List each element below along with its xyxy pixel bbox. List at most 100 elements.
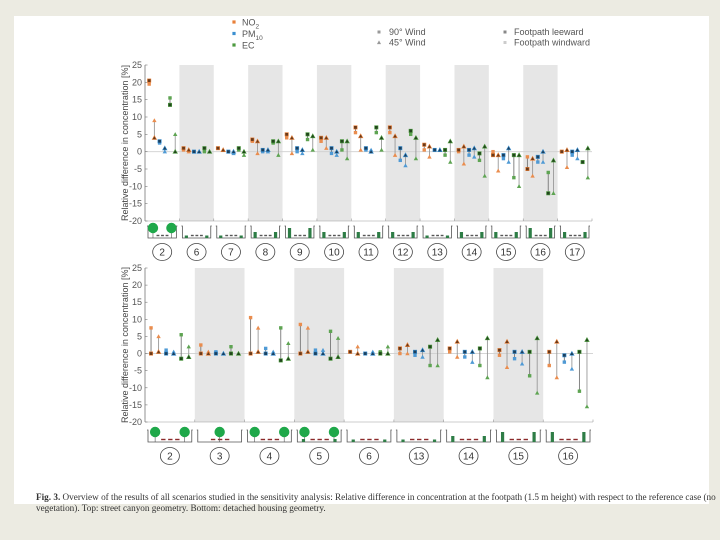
windward-triangle-marker: [156, 334, 161, 339]
leeward-triangle-marker: [323, 134, 330, 140]
scenario-circle: [209, 447, 230, 465]
leeward-triangle-marker: [310, 133, 316, 139]
hedge-icon: [377, 232, 381, 238]
windward-triangle-marker: [427, 154, 432, 159]
canyon-outline: [318, 225, 350, 239]
windward-square-marker: [501, 156, 506, 161]
windward-square-marker: [491, 149, 495, 154]
windward-square-marker: [443, 153, 447, 157]
leeward-triangle-marker: [504, 338, 510, 344]
leeward-square-marker: [580, 160, 585, 165]
leeward-square-marker: [164, 351, 169, 356]
windward-triangle-marker: [320, 347, 326, 352]
caption-text: Overview of the results of all scenarios…: [36, 492, 716, 513]
windward-square-marker: [527, 374, 532, 378]
leeward-triangle-marker: [265, 147, 271, 152]
tree-icon: [279, 426, 290, 438]
leeward-triangle-marker: [505, 145, 512, 151]
leeward-square-marker: [559, 149, 564, 154]
windward-square-marker: [497, 353, 502, 357]
leeward-triangle-marker: [206, 148, 213, 154]
legend-wind-label: 45° Wind: [389, 38, 426, 48]
scenario-label: 4: [267, 452, 273, 463]
windward-square-marker: [149, 326, 153, 330]
leeward-triangle-marker: [540, 148, 546, 154]
windward-triangle-marker: [379, 147, 384, 152]
tree-icon: [299, 426, 310, 438]
windward-square-marker: [279, 326, 283, 330]
windward-triangle-marker: [305, 325, 311, 330]
windward-triangle-marker: [392, 152, 398, 157]
leeward-square-marker: [213, 351, 218, 356]
windward-square-marker: [577, 389, 582, 393]
leeward-triangle-marker: [357, 133, 364, 139]
leeward-triangle-marker: [275, 138, 282, 144]
scenario-label: 6: [194, 248, 200, 259]
scenario-circle: [358, 243, 379, 261]
scenario-label: 16: [535, 248, 547, 259]
y-tick-label: 20: [132, 77, 142, 87]
scenario-circle: [564, 243, 585, 261]
leeward-triangle-marker: [469, 349, 476, 354]
scenario-circle: [392, 243, 413, 261]
hedge-icon: [322, 232, 326, 238]
leeward-triangle-marker: [344, 138, 350, 144]
leeward-square-marker: [378, 351, 383, 356]
scenario-label: 15: [500, 248, 512, 259]
leeward-triangle-marker: [516, 152, 522, 158]
y-tick-label: 0: [137, 147, 142, 157]
hedge-icon: [301, 439, 306, 442]
windward-square-marker: [374, 130, 379, 135]
windward-square-marker: [199, 343, 203, 347]
leeward-square-marker: [497, 348, 502, 353]
scenario-circle: [427, 243, 448, 261]
leeward-triangle-marker: [574, 147, 581, 152]
leeward-triangle-marker: [484, 335, 491, 341]
leeward-square-marker: [179, 356, 184, 361]
leeward-triangle-marker: [402, 152, 409, 158]
leeward-triangle-marker: [230, 148, 237, 154]
hedge-icon: [356, 232, 360, 238]
y-tick-label: 0: [137, 349, 142, 359]
windward-square-marker: [313, 348, 318, 352]
hedge-icon: [425, 235, 429, 238]
windward-triangle-marker: [403, 163, 408, 168]
leeward-square-marker: [181, 146, 186, 151]
windward-triangle-marker: [482, 173, 487, 178]
scenario-label: 9: [297, 248, 303, 259]
leeward-square-marker: [512, 349, 517, 354]
leeward-square-marker: [477, 151, 482, 156]
windward-triangle-marker: [461, 161, 467, 166]
scenario-label: 15: [513, 452, 525, 463]
y-axis-label: Relative difference in concentration [%]: [120, 65, 130, 221]
scenario-label: 2: [167, 452, 173, 463]
windward-square-marker: [353, 130, 358, 135]
canyon-outline: [147, 225, 178, 239]
leeward-square-marker: [228, 351, 233, 356]
tree-icon: [147, 222, 159, 234]
scenario-circle: [508, 447, 529, 465]
windward-square-marker: [164, 348, 168, 352]
scenario-label: 13: [413, 452, 425, 463]
windward-square-marker: [248, 315, 253, 320]
windward-square-marker: [478, 363, 482, 368]
leeward-triangle-marker: [569, 350, 575, 356]
leeward-triangle-marker: [335, 354, 341, 359]
canyon-outline: [422, 225, 453, 239]
hedge-icon: [239, 235, 243, 238]
scenario-label: 2: [159, 248, 165, 259]
leeward-square-marker: [278, 358, 283, 363]
windward-triangle-marker: [405, 351, 410, 356]
y-tick-label: 10: [132, 112, 142, 122]
canyon-outline: [490, 225, 522, 239]
leeward-square-marker: [191, 149, 196, 154]
windward-square-marker: [329, 151, 334, 156]
windward-triangle-marker: [186, 344, 191, 349]
windward-triangle-marker: [324, 145, 329, 150]
hedge-icon: [401, 439, 405, 442]
leeward-square-marker: [387, 125, 392, 130]
leeward-triangle-marker: [550, 157, 557, 163]
shaded-band: [454, 65, 489, 221]
windward-square-marker: [229, 345, 233, 349]
leeward-square-marker: [547, 349, 552, 354]
